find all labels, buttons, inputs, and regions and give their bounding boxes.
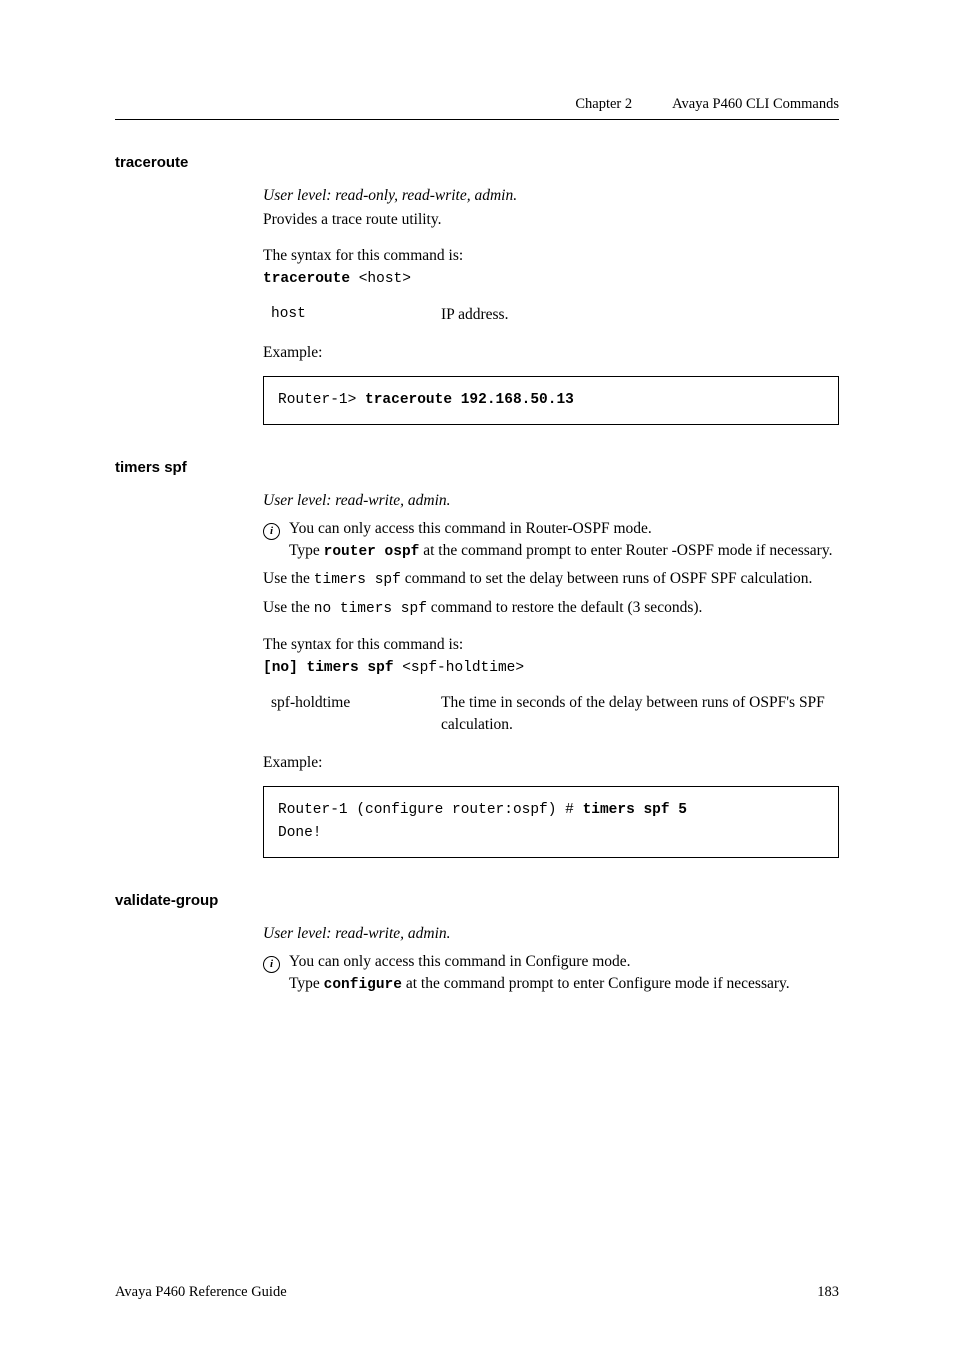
code-line1-cmd: timers spf 5 (583, 802, 687, 818)
footer-right: 183 (817, 1284, 839, 1301)
info-line1: You can only access this command in Rout… (289, 520, 652, 537)
info-line2-pre: Type (289, 542, 324, 559)
heading-validate-group: validate-group (115, 892, 839, 909)
param-desc-spf: The time in seconds of the delay between… (441, 692, 839, 736)
footer-left: Avaya P460 Reference Guide (115, 1284, 287, 1301)
example-label-timers: Example: (263, 752, 839, 774)
chapter-title: Avaya P460 CLI Commands (672, 96, 839, 113)
info-v-line2-pre: Type (289, 975, 324, 992)
heading-timers-spf: timers spf (115, 459, 839, 476)
page-header: Chapter 2 Avaya P460 CLI Commands (115, 96, 839, 113)
desc1-timers: Use the timers spf command to set the de… (263, 568, 839, 591)
info-text-timers: You can only access this command in Rout… (289, 518, 839, 563)
syntax-arg-timers: <spf-holdtime> (394, 660, 525, 676)
heading-traceroute: traceroute (115, 154, 839, 171)
userlevel-timers: User level: read-write, admin. (263, 490, 839, 512)
info-icon: i (263, 518, 289, 540)
syntax-cmd-timers: [no] timers spf (263, 660, 394, 676)
code-box-timers: Router-1 (configure router:ospf) # timer… (263, 786, 839, 858)
syntax-arg: <host> (350, 271, 411, 287)
param-row-timers: spf-holdtime The time in seconds of the … (271, 692, 839, 736)
body-traceroute: User level: read-only, read-write, admin… (263, 185, 839, 425)
code-prompt: Router-1> (278, 392, 365, 408)
info-text-validate: You can only access this command in Conf… (289, 951, 839, 996)
syntax-cmd: traceroute (263, 271, 350, 287)
param-desc-host: IP address. (441, 304, 839, 326)
info-icon-validate: i (263, 951, 289, 973)
desc2-timers: Use the no timers spf command to restore… (263, 597, 839, 620)
info-v-line1: You can only access this command in Conf… (289, 953, 631, 970)
desc-traceroute: Provides a trace route utility. (263, 209, 839, 231)
info-validate: i You can only access this command in Co… (263, 951, 839, 996)
chapter-label: Chapter 2 (575, 96, 632, 113)
body-validate-group: User level: read-write, admin. i You can… (263, 923, 839, 996)
param-row-traceroute: host IP address. (271, 304, 839, 326)
userlevel-validate: User level: read-write, admin. (263, 923, 839, 945)
code-line2: Done! (278, 825, 322, 841)
syntax-label-traceroute: The syntax for this command is: (263, 245, 839, 267)
code-line1-pre: Router-1 (configure router:ospf) # (278, 802, 583, 818)
info-v-line2-post: at the command prompt to enter Configure… (402, 975, 790, 992)
info-line2-post: at the command prompt to enter Router -O… (419, 542, 832, 559)
code-box-traceroute: Router-1> traceroute 192.168.50.13 (263, 376, 839, 425)
header-rule (115, 119, 839, 120)
param-name-host: host (271, 304, 441, 326)
info-line2-cmd: router ospf (324, 544, 420, 560)
userlevel-traceroute: User level: read-only, read-write, admin… (263, 185, 839, 207)
syntax-traceroute: traceroute <host> (263, 269, 839, 290)
param-name-spf: spf-holdtime (271, 692, 441, 736)
info-v-line2-cmd: configure (324, 977, 402, 993)
code-cmd: traceroute 192.168.50.13 (365, 392, 574, 408)
body-timers-spf: User level: read-write, admin. i You can… (263, 490, 839, 859)
page-footer: Avaya P460 Reference Guide 183 (115, 1284, 839, 1301)
syntax-label-timers: The syntax for this command is: (263, 634, 839, 656)
example-label-traceroute: Example: (263, 342, 839, 364)
info-timers: i You can only access this command in Ro… (263, 518, 839, 563)
page: Chapter 2 Avaya P460 CLI Commands tracer… (0, 0, 954, 1351)
syntax-timers: [no] timers spf <spf-holdtime> (263, 658, 839, 679)
